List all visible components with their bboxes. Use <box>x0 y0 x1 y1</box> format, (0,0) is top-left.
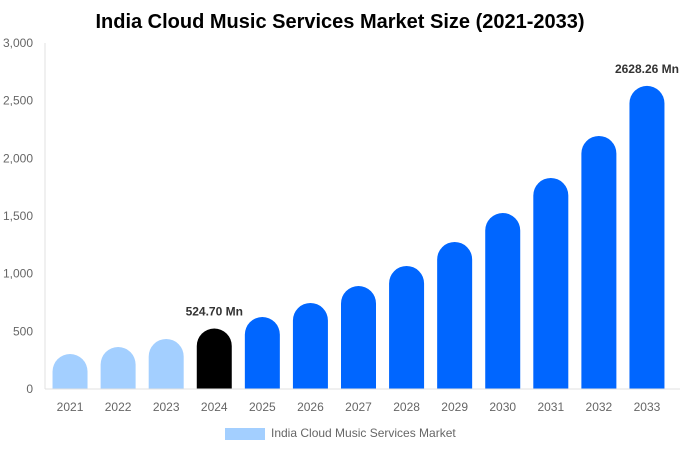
data-label: 2628.26 Mn <box>615 62 679 76</box>
x-tick-label: 2031 <box>537 400 564 414</box>
y-tick-label: 500 <box>13 324 33 338</box>
x-tick-label: 2023 <box>153 400 180 414</box>
legend-label: India Cloud Music Services Market <box>271 426 456 440</box>
x-tick-label: 2033 <box>634 400 661 414</box>
x-tick-label: 2029 <box>441 400 468 414</box>
bar-2032[interactable] <box>581 135 617 389</box>
x-tick-label: 2024 <box>201 400 228 414</box>
y-tick-label: 1,500 <box>3 209 33 223</box>
y-tick-label: 2,500 <box>3 94 33 108</box>
x-tick-label: 2021 <box>57 400 84 414</box>
legend[interactable]: India Cloud Music Services Market <box>225 426 456 440</box>
x-tick-label: 2026 <box>297 400 324 414</box>
legend-swatch <box>225 428 265 440</box>
y-tick-label: 3,000 <box>3 36 33 50</box>
bar-2025[interactable] <box>244 317 280 389</box>
bar-2029[interactable] <box>437 241 473 389</box>
bar-2024[interactable] <box>196 328 232 389</box>
bar-2022[interactable] <box>100 347 136 389</box>
chart-title: India Cloud Music Services Market Size (… <box>95 11 584 33</box>
x-tick-label: 2022 <box>105 400 132 414</box>
bars <box>52 85 665 389</box>
bar-2030[interactable] <box>485 213 521 389</box>
x-tick-label: 2025 <box>249 400 276 414</box>
y-tick-label: 0 <box>26 382 33 396</box>
bar-2031[interactable] <box>533 177 569 389</box>
data-labels: 524.70 Mn 2628.26 Mn <box>186 62 679 319</box>
y-tick-label: 2,000 <box>3 151 33 165</box>
y-axis: 0 500 1,000 1,500 2,000 2,500 3,000 <box>3 36 46 396</box>
x-tick-label: 2028 <box>393 400 420 414</box>
y-tick-label: 1,000 <box>3 267 33 281</box>
bar-2033[interactable] <box>629 85 665 389</box>
bar-2026[interactable] <box>292 302 328 389</box>
x-axis: 2021 2022 2023 2024 2025 2026 2027 2028 2029 2030… <box>45 388 680 414</box>
x-tick-label: 2030 <box>489 400 516 414</box>
data-label: 524.70 Mn <box>186 304 243 318</box>
bar-2023[interactable] <box>148 338 184 389</box>
x-tick-label: 2027 <box>345 400 372 414</box>
bar-2028[interactable] <box>389 265 425 389</box>
bar-2027[interactable] <box>341 286 376 389</box>
x-tick-label: 2032 <box>586 400 613 414</box>
bar-2021[interactable] <box>52 354 88 389</box>
